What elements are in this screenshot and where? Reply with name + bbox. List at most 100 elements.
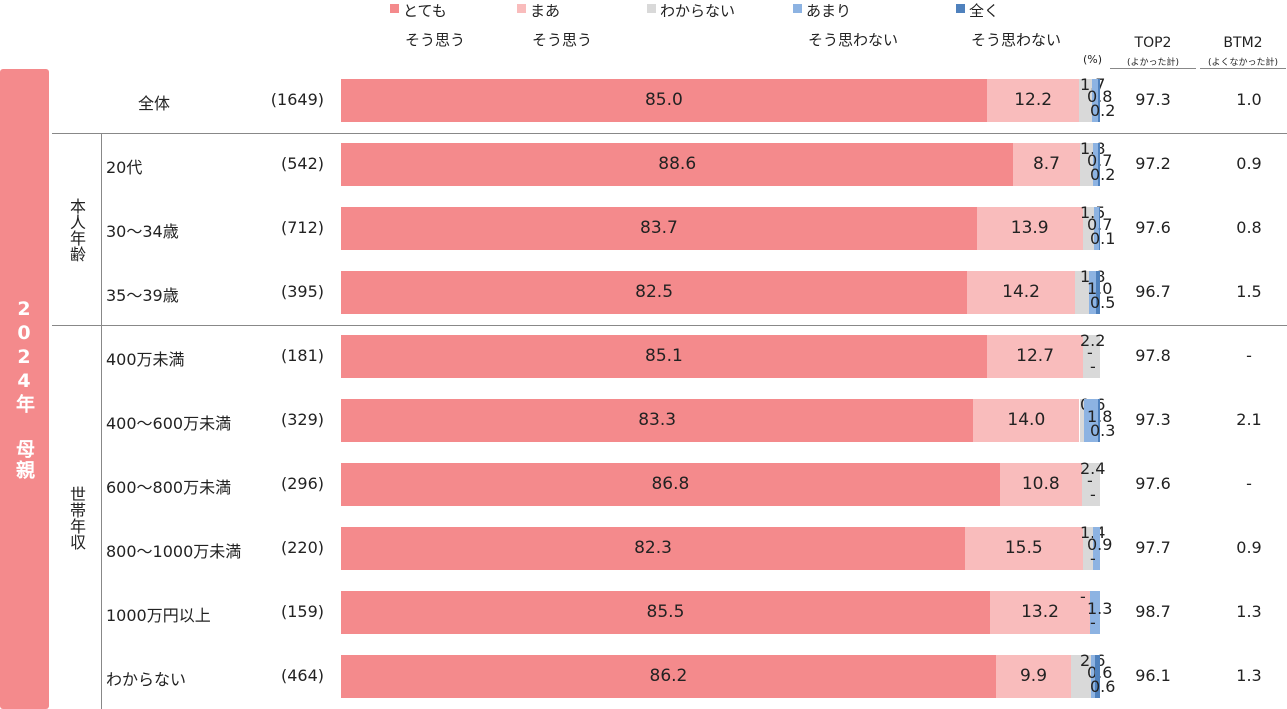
- top2-value: 97.2: [1135, 153, 1171, 173]
- data-label: 82.3: [634, 537, 672, 558]
- data-label: 13.2: [1021, 601, 1059, 622]
- data-label: 85.1: [645, 345, 683, 366]
- bar-segment-4: [1084, 399, 1098, 442]
- data-label: 15.5: [1004, 537, 1043, 558]
- row-sample-size: (220): [280, 537, 324, 557]
- data-label-small: 0.2: [1090, 101, 1116, 120]
- top2-subheader: (よかった計): [1126, 58, 1180, 68]
- legend-label-sub: そう思わない: [971, 31, 1062, 49]
- bar-segment-2: [965, 527, 1083, 570]
- bar-segment-2: [973, 399, 1080, 442]
- bar-segment-5: [1095, 655, 1100, 698]
- data-label: 85.0: [644, 89, 683, 110]
- data-label: 9.9: [1019, 665, 1048, 686]
- btm2-value: 0.8: [1236, 217, 1262, 237]
- bar-segment-3: [1083, 335, 1100, 378]
- top2-value: 98.7: [1135, 601, 1171, 621]
- bar-segment-2: [995, 655, 1072, 698]
- data-label: 8.7: [1032, 153, 1060, 174]
- row-label: 1000万円以上: [106, 605, 211, 625]
- btm2-underline: [1200, 68, 1286, 69]
- top2-underline: [1110, 68, 1196, 69]
- group-label-age: 本人年齢: [67, 198, 86, 262]
- row-sample-size: (395): [280, 281, 324, 301]
- row-label: 30～34歳: [106, 221, 179, 241]
- data-label-small: -: [1090, 357, 1096, 376]
- legend-swatch: [956, 4, 965, 13]
- top2-value: 97.6: [1135, 217, 1171, 237]
- bar-segment-5: [1099, 207, 1100, 250]
- data-label-small: 1.3: [1087, 599, 1113, 618]
- row-label: 800～1000万未満: [106, 541, 242, 561]
- data-label-small: -: [1090, 549, 1096, 568]
- bar-segment-5: [1097, 399, 1100, 442]
- data-label-small: 2.2: [1080, 331, 1106, 350]
- row-label: 600～800万未満: [106, 477, 232, 497]
- data-label-small: 2.4: [1080, 459, 1106, 478]
- row-sample-size: (296): [280, 473, 324, 493]
- btm2-value: 1.3: [1236, 665, 1262, 685]
- legend-swatch: [390, 4, 399, 13]
- row-sample-size: (181): [280, 345, 324, 365]
- bar-segment-4: [1088, 271, 1097, 314]
- bar-segment-4: [1093, 207, 1100, 250]
- bar-segment-3: [1082, 207, 1094, 250]
- btm2-value: 1.3: [1236, 601, 1262, 621]
- data-label: 85.5: [646, 601, 685, 622]
- btm2-value: -: [1246, 473, 1252, 493]
- btm2-value: 2.1: [1236, 409, 1262, 429]
- data-label-small: -: [1090, 485, 1096, 504]
- row-label: 35～39歳: [106, 285, 179, 305]
- top2-value: 97.6: [1135, 473, 1171, 493]
- row-sample-size: (542): [280, 153, 324, 173]
- data-label: 14.2: [1002, 281, 1040, 302]
- legend-label-sub: そう思わない: [808, 31, 899, 49]
- bar-segment-2: [986, 335, 1084, 378]
- bar-segment-1: [341, 143, 1014, 186]
- bar-segment-1: [341, 335, 987, 378]
- bar-segment-3: [1081, 463, 1100, 506]
- data-label: 13.9: [1010, 217, 1049, 238]
- data-label-small: 0.3: [1090, 421, 1116, 440]
- row-label: 400～600万未満: [106, 413, 232, 433]
- bar-segment-1: [341, 655, 996, 698]
- bar-segment-3: [1079, 79, 1093, 122]
- side-title: 2024年 母親: [13, 297, 35, 481]
- legend-swatch: [647, 4, 656, 13]
- data-label: 88.6: [658, 153, 697, 174]
- top2-header: TOP2: [1134, 35, 1172, 51]
- btm2-value: 1.0: [1236, 89, 1262, 109]
- bar-segment-3: [1079, 143, 1094, 186]
- group-label-income: 世帯年収: [67, 485, 86, 550]
- legend-label: あまり: [806, 2, 852, 20]
- data-label: 12.2: [1014, 89, 1053, 110]
- bar-segment-4: [1090, 655, 1096, 698]
- legend-swatch: [517, 4, 526, 13]
- row-sample-size: (159): [280, 601, 324, 621]
- unit-label: (%): [1083, 53, 1103, 66]
- bar-segment-5: [1096, 271, 1100, 314]
- data-label: 86.2: [649, 665, 688, 686]
- data-label-small: -: [1087, 343, 1093, 362]
- row-sample-size: (712): [280, 217, 324, 237]
- data-label: 83.7: [640, 217, 678, 238]
- top2-value: 96.1: [1135, 665, 1171, 685]
- bar-segment-4: [1093, 143, 1099, 186]
- bar-segment-1: [341, 463, 1000, 506]
- data-label-small: 0.5: [1090, 293, 1116, 312]
- top2-value: 97.7: [1135, 537, 1171, 557]
- data-label-small: -: [1080, 587, 1086, 606]
- bar-segment-1: [341, 399, 974, 442]
- legend-label: わからない: [660, 2, 736, 20]
- bar-segment-1: [341, 79, 987, 122]
- bar-segment-2: [967, 271, 1075, 314]
- btm2-value: 0.9: [1236, 537, 1262, 557]
- bar-segment-2: [986, 79, 1080, 122]
- bar-segment-3: [1071, 655, 1091, 698]
- data-label-small: 0.2: [1090, 165, 1116, 184]
- legend-label: とても: [403, 2, 447, 20]
- bar-segment-5: [1098, 143, 1100, 186]
- legend-label: 全く: [969, 2, 1000, 20]
- top2-value: 97.8: [1135, 345, 1171, 365]
- data-label: 12.7: [1016, 345, 1055, 366]
